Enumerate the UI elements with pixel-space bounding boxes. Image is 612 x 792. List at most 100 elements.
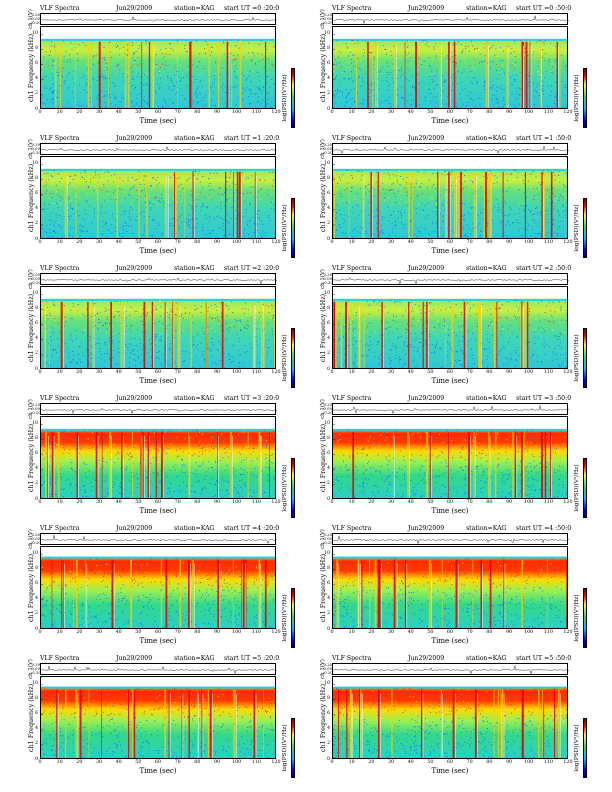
y-tick-label: 8 xyxy=(35,176,38,182)
noise-speck xyxy=(490,60,492,62)
noise-speck xyxy=(167,363,169,365)
noise-speck xyxy=(249,93,251,95)
noise-speck xyxy=(476,323,478,325)
noise-speck xyxy=(421,80,423,82)
noise-speck xyxy=(164,101,166,102)
noise-speck xyxy=(88,437,89,439)
noise-speck xyxy=(554,195,556,197)
noise-speck xyxy=(105,77,106,79)
noise-speck xyxy=(102,325,104,327)
noise-speck xyxy=(248,304,250,306)
noise-speck xyxy=(387,326,389,328)
noise-speck xyxy=(191,455,193,457)
noise-speck xyxy=(418,203,420,205)
noise-speck xyxy=(454,365,455,367)
noise-speck xyxy=(468,65,470,67)
noise-speck xyxy=(399,301,401,303)
noise-speck xyxy=(442,236,444,238)
noise-speck xyxy=(455,185,457,187)
noise-speck xyxy=(442,314,444,316)
noise-speck xyxy=(50,193,51,194)
noise-speck xyxy=(107,319,108,320)
noise-speck xyxy=(349,238,350,239)
noise-speck xyxy=(537,337,539,338)
noise-speck xyxy=(530,210,532,212)
noise-speck xyxy=(509,56,511,58)
noise-speck xyxy=(351,58,352,60)
wave-tick: 0.00 xyxy=(323,146,332,151)
noise-speck xyxy=(200,306,202,308)
noise-speck xyxy=(65,50,67,52)
noise-speck xyxy=(424,39,426,41)
noise-speck xyxy=(150,349,152,351)
noise-speck xyxy=(472,67,474,68)
noise-speck xyxy=(119,101,121,103)
noise-speck xyxy=(98,319,100,320)
noise-speck xyxy=(357,170,358,172)
noise-speck xyxy=(400,76,402,78)
noise-speck xyxy=(220,489,222,491)
noise-speck xyxy=(489,351,491,353)
noise-speck xyxy=(441,348,443,350)
noise-speck xyxy=(71,77,73,79)
noise-speck xyxy=(113,333,115,334)
noise-speck xyxy=(477,326,479,328)
noise-speck xyxy=(248,88,250,90)
panel-date: Jun29/2009 xyxy=(408,265,445,272)
noise-speck xyxy=(175,65,177,67)
noise-speck xyxy=(219,217,221,219)
noise-speck xyxy=(199,93,201,95)
noise-speck xyxy=(182,95,183,97)
noise-speck xyxy=(46,301,48,302)
noise-speck xyxy=(555,97,557,98)
noise-speck xyxy=(106,61,108,62)
noise-speck xyxy=(171,82,173,83)
sferic-line xyxy=(520,41,523,108)
noise-speck xyxy=(439,323,440,325)
noise-speck xyxy=(89,178,91,180)
panel-title: VLF Spectra xyxy=(40,135,80,142)
noise-speck xyxy=(251,347,253,349)
noise-speck xyxy=(441,173,443,175)
noise-speck xyxy=(211,338,213,339)
noise-speck xyxy=(414,304,416,305)
noise-speck xyxy=(170,311,172,313)
noise-speck xyxy=(529,308,530,310)
noise-speck xyxy=(416,195,418,197)
noise-speck xyxy=(233,312,235,314)
noise-speck xyxy=(103,186,105,188)
noise-speck xyxy=(127,76,129,78)
noise-speck xyxy=(163,181,165,183)
noise-speck xyxy=(227,237,229,238)
noise-speck xyxy=(119,188,121,190)
noise-speck xyxy=(413,99,415,101)
noise-speck xyxy=(256,223,258,225)
noise-speck xyxy=(222,194,223,195)
noise-speck xyxy=(508,198,510,200)
noise-speck xyxy=(511,237,513,238)
noise-speck xyxy=(100,76,102,78)
noise-speck xyxy=(353,328,354,330)
noise-speck xyxy=(212,229,214,231)
noise-speck xyxy=(538,74,540,76)
noise-speck xyxy=(112,339,113,341)
noise-speck xyxy=(542,170,544,172)
panel-date: Jun29/2009 xyxy=(116,5,153,12)
noise-speck xyxy=(64,316,66,318)
noise-speck xyxy=(355,311,357,313)
noise-speck xyxy=(124,67,125,69)
noise-speck xyxy=(385,80,387,82)
wave-tick: 0.20 xyxy=(323,142,332,147)
noise-speck xyxy=(553,353,554,355)
noise-speck xyxy=(365,177,367,179)
noise-speck xyxy=(65,319,67,320)
wave-tick: 0.00 xyxy=(31,146,40,151)
noise-speck xyxy=(407,346,409,348)
noise-speck xyxy=(399,302,400,304)
noise-speck xyxy=(492,85,494,86)
noise-speck xyxy=(145,367,147,368)
noise-speck xyxy=(145,332,146,334)
noise-speck xyxy=(518,317,520,319)
y-tick-label: 10 xyxy=(324,161,330,167)
noise-speck xyxy=(86,199,88,201)
